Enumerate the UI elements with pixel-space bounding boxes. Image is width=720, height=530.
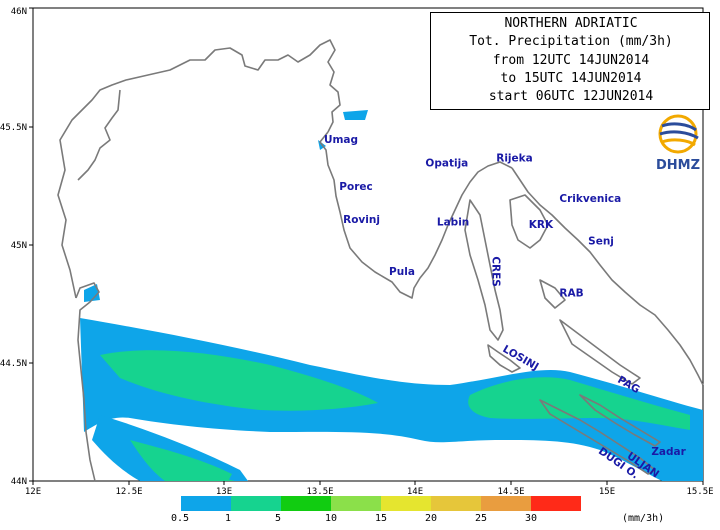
islands-dugi bbox=[539, 399, 656, 475]
place-label-umag: Umag bbox=[324, 134, 358, 146]
place-label-rab: RAB bbox=[559, 288, 583, 300]
place-label-porec: Porec bbox=[339, 181, 372, 193]
title-box: NORTHERN ADRIATIC Tot. Precipitation (mm… bbox=[430, 12, 710, 110]
place-label-krk: KRK bbox=[529, 219, 554, 231]
y-tick-label: 44N bbox=[11, 477, 27, 487]
place-label-opatija: Opatija bbox=[425, 157, 468, 169]
precip-heavy-areas bbox=[100, 350, 690, 481]
legend-threshold-label: 25 bbox=[475, 513, 488, 524]
place-label-senj: Senj bbox=[588, 236, 614, 248]
legend-bar bbox=[181, 496, 581, 511]
legend-swatch bbox=[381, 496, 431, 511]
place-label-labin: Labin bbox=[437, 217, 469, 229]
islands-uljan bbox=[579, 394, 661, 447]
y-tick-labels: 46N 45.5N 45N 44.5N 44N bbox=[0, 7, 27, 487]
x-tick-label: 15.5E bbox=[686, 487, 713, 497]
island-cres bbox=[464, 199, 504, 341]
place-label-rovinj: Rovinj bbox=[343, 214, 380, 226]
title-region: NORTHERN ADRIATIC bbox=[504, 16, 638, 31]
island-krk bbox=[509, 194, 549, 249]
legend-swatch bbox=[481, 496, 531, 511]
coast-west-italy bbox=[75, 282, 100, 482]
island-losinj bbox=[487, 344, 521, 373]
coast-croatia bbox=[511, 167, 704, 386]
coastline bbox=[57, 39, 704, 482]
coast-venice-lagoon bbox=[77, 89, 121, 181]
title-period-to: to 15UTC 14JUN2014 bbox=[500, 71, 642, 86]
y-tick-label: 45N bbox=[11, 241, 27, 251]
legend-swatch bbox=[181, 496, 231, 511]
y-tick-label: 44.5N bbox=[0, 359, 27, 369]
x-tick-label: 13.5E bbox=[306, 487, 333, 497]
place-label-cres: CRES bbox=[489, 256, 501, 287]
island-pag bbox=[559, 319, 641, 385]
y-tick-label: 46N bbox=[11, 7, 27, 17]
place-label-crikvenica: Crikvenica bbox=[559, 193, 621, 205]
title-run-start: start 06UTC 12JUN2014 bbox=[488, 89, 654, 104]
legend-threshold-label: 0.5 bbox=[171, 513, 190, 524]
island-rab bbox=[539, 279, 566, 309]
legend-swatch bbox=[331, 496, 381, 511]
legend-threshold-label: 1 bbox=[225, 513, 232, 524]
place-label-rijeka: Rijeka bbox=[496, 153, 532, 165]
dhmz-logo-text: DHMZ bbox=[655, 158, 701, 173]
coast-north bbox=[57, 39, 341, 299]
place-label-pula: Pula bbox=[389, 266, 415, 278]
tick-marks bbox=[29, 7, 704, 485]
dhmz-logo: DHMZ bbox=[648, 112, 708, 182]
x-tick-label: 14.5E bbox=[497, 487, 524, 497]
title-period-from: from 12UTC 14JUN2014 bbox=[492, 53, 650, 68]
coast-istria bbox=[319, 131, 513, 299]
x-tick-label: 15E bbox=[599, 487, 615, 497]
x-tick-labels: 12E 12.5E 13E 13.5E 14E 14.5E 15E 15.5E bbox=[25, 487, 714, 497]
legend-swatch bbox=[281, 496, 331, 511]
x-tick-label: 12E bbox=[25, 487, 41, 497]
legend-unit: (mm/3h) bbox=[622, 513, 665, 524]
title-variable: Tot. Precipitation (mm/3h) bbox=[469, 34, 673, 49]
legend-swatch bbox=[231, 496, 281, 511]
x-tick-label: 14E bbox=[407, 487, 423, 497]
place-label-zadar: Zadar bbox=[651, 446, 686, 458]
legend-threshold-label: 10 bbox=[325, 513, 338, 524]
x-tick-label: 13E bbox=[216, 487, 232, 497]
legend-threshold-label: 5 bbox=[275, 513, 282, 524]
x-tick-label: 12.5E bbox=[115, 487, 142, 497]
legend-swatch bbox=[431, 496, 481, 511]
legend-threshold-label: 30 bbox=[525, 513, 538, 524]
y-tick-label: 45.5N bbox=[0, 123, 27, 133]
legend-threshold-label: 15 bbox=[375, 513, 388, 524]
legend-swatch bbox=[531, 496, 581, 511]
legend-threshold-label: 20 bbox=[425, 513, 438, 524]
dhmz-logo-icon bbox=[658, 114, 699, 154]
place-labels: Umag Opatija Rijeka Crikvenica Porec Rovinj La… bbox=[324, 134, 687, 482]
